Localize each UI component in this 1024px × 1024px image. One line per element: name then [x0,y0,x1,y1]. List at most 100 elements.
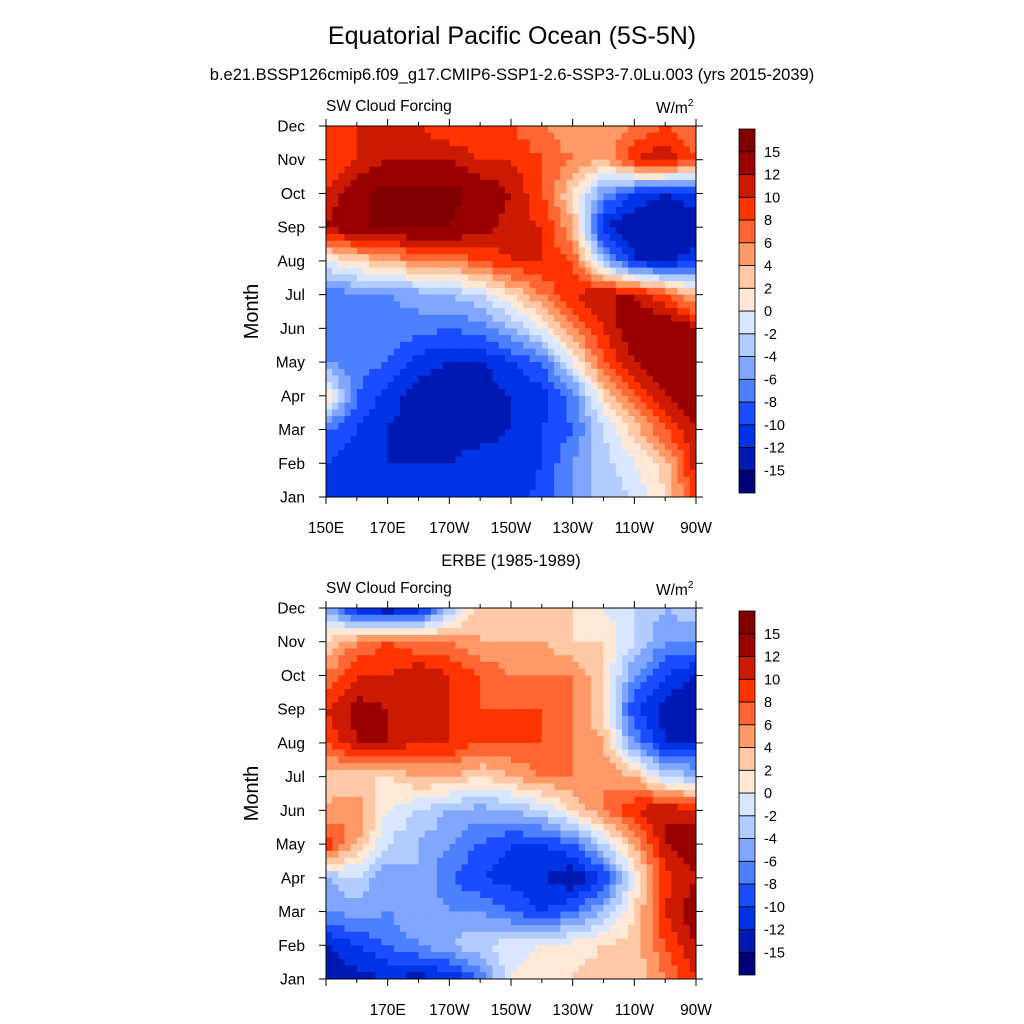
heatmap-cell [424,483,432,491]
heatmap-cell [529,233,537,242]
heatmap-cell [591,139,598,147]
heatmap-cell [517,267,524,275]
heatmap-cell [344,695,352,704]
heatmap-cell [640,146,648,154]
heatmap-cell [548,490,555,497]
heatmap-cell [455,621,463,629]
heatmap-cell [498,247,506,255]
heatmap-cell [529,668,537,677]
heatmap-cell [467,763,475,771]
heatmap-cell [424,308,432,316]
heatmap-cell [535,362,543,370]
heatmap-cell [511,362,518,370]
heatmap-cell [628,301,635,309]
heatmap-cell [548,763,555,771]
heatmap-cell [363,661,370,670]
heatmap-cell [541,179,549,188]
heatmap-cell [554,166,561,174]
heatmap-cell [646,409,654,417]
heatmap-cell [492,301,500,309]
heatmap-cell [677,470,685,478]
heatmap-cell [344,729,352,737]
heatmap-cell [671,254,679,262]
heatmap-cell [603,702,611,710]
heatmap-cell [449,166,457,174]
heatmap-cell [467,247,475,255]
heatmap-cell [381,715,389,724]
month-label-jul: Jul [285,287,305,304]
heatmap-cell [430,335,438,343]
heatmap-cell [437,193,444,201]
heatmap-cell [652,395,660,404]
heatmap-cell [609,260,617,269]
heatmap-cell [356,247,364,255]
heatmap-cell [683,173,691,181]
heatmap-cell [474,449,481,458]
heatmap-cell [566,702,574,710]
heatmap-cell [529,260,537,269]
heatmap-cell [437,628,444,636]
heatmap-cell [554,200,561,208]
heatmap-cell [492,254,500,262]
heatmap-cell [492,621,500,629]
heatmap-cell [350,213,358,222]
heatmap-cell [665,348,672,356]
heatmap-cell [689,186,696,195]
heatmap-cell [412,260,420,269]
heatmap-cell [375,409,383,417]
heatmap-cell [406,436,413,444]
heatmap-cell [640,702,648,710]
heatmap-cell [418,661,426,670]
heatmap-cell [634,179,642,188]
heatmap-cell [424,146,432,154]
heatmap-cell [548,355,555,363]
heatmap-cell [326,355,333,363]
heatmap-cell [597,173,605,181]
heatmap-cell [665,294,672,302]
heatmap-cell [529,449,537,458]
heatmap-cell [634,314,642,323]
heatmap-cell [344,240,352,249]
heatmap-cell [529,146,537,154]
heatmap-cell [486,227,494,235]
heatmap-cell [652,382,660,390]
heatmap-cell [437,321,444,329]
heatmap-cell [443,763,450,771]
heatmap-cell [652,132,660,141]
heatmap-cell [344,634,352,643]
heatmap-cell [387,126,395,134]
heatmap-cell [449,443,457,451]
heatmap-cell [529,247,537,255]
heatmap-cell [511,456,518,464]
heatmap-cell [578,402,586,410]
heatmap-cell [541,436,549,444]
heatmap-cell [381,634,389,643]
heatmap-cell [529,348,537,356]
heatmap-cell [585,422,592,431]
heatmap-cell [634,463,642,471]
heatmap-cell [498,375,506,383]
heatmap-cell [430,436,438,444]
heatmap-cell [387,335,395,343]
heatmap-cell [646,193,654,201]
heatmap-cell [659,614,666,623]
heatmap-cell [437,436,444,444]
heatmap-cell [659,749,666,757]
heatmap-cell [628,608,635,616]
heatmap-cell [400,682,407,690]
heatmap-cell [492,206,500,215]
heatmap-cell [566,274,574,282]
heatmap-cell [572,348,580,356]
heatmap-cell [344,641,352,650]
heatmap-cell [474,314,481,323]
heatmap-cell [677,287,685,296]
heatmap-cell [523,368,531,377]
heatmap-cell [541,736,549,744]
heatmap-cell [554,126,561,134]
heatmap-cell [455,328,463,336]
heatmap-cell [326,429,333,437]
heatmap-cell [652,483,660,491]
heatmap-cell [622,321,629,329]
heatmap-cell [467,159,475,168]
